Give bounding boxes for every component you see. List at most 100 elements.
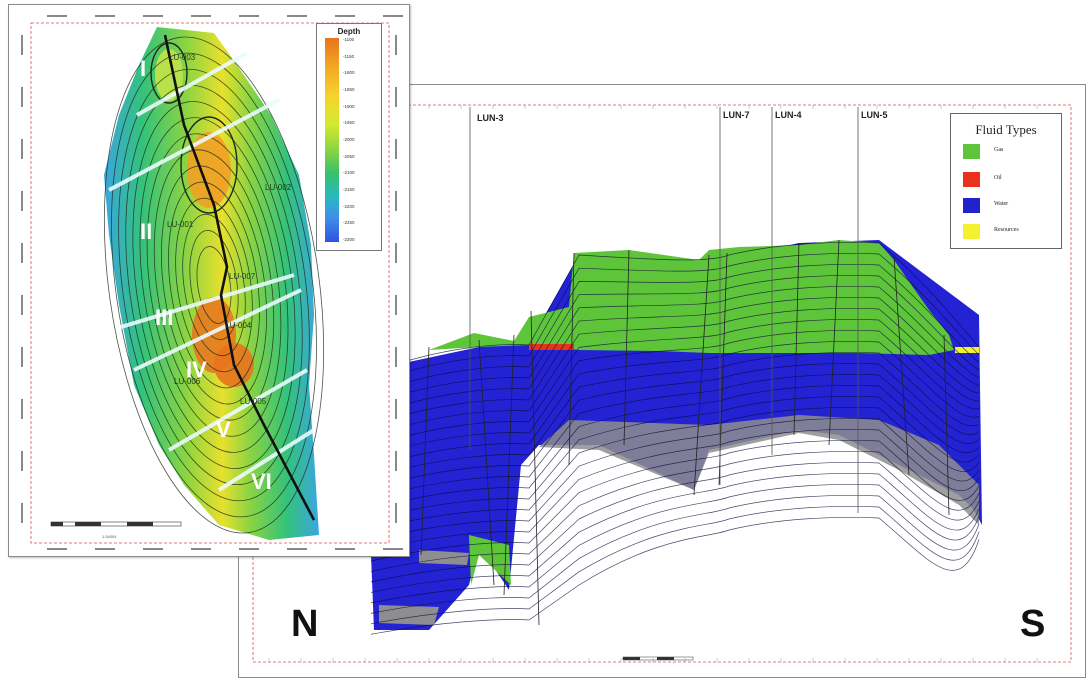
map-axis-tick: [383, 548, 403, 550]
depth-contour: [189, 230, 239, 340]
depth-contour: [196, 246, 232, 324]
horizon-line: [370, 483, 980, 604]
horizon-line: [370, 329, 980, 457]
horizon-line: [370, 296, 980, 426]
cross-section-svg: LUN-3 LUN-7 LUN-4 LUN-5: [252, 104, 1072, 663]
horizon-line: [370, 307, 980, 437]
horizon-line: [370, 494, 980, 614]
map-axis-tick: [335, 15, 355, 17]
north-label: N: [291, 603, 319, 645]
well-label-lun3: LUN-3: [477, 113, 504, 123]
depth-tick-label: -1850: [343, 87, 355, 92]
fault-line: [420, 346, 430, 556]
zone-label-3: III: [155, 305, 174, 330]
map-axis-tick: [21, 347, 23, 367]
map-axis-tick: [395, 503, 397, 523]
depth-tick-label: -1800: [343, 70, 355, 76]
fault-boundary-2: [108, 98, 280, 192]
map-well-lu004: LU-004: [225, 321, 252, 330]
map-axis-tick: [47, 548, 67, 550]
fault-line: [693, 254, 710, 496]
horizon-line: [370, 373, 980, 499]
map-well-lu002: LU-002: [265, 183, 292, 192]
gas-patch-lower: [469, 535, 511, 585]
fault-line: [503, 334, 515, 596]
fault-boundary-1: [136, 51, 248, 117]
map-axis-tick: [287, 15, 307, 17]
field-outline: [104, 27, 319, 540]
well-label-lun5: LUN-5: [861, 110, 888, 120]
depth-tick-label: -2000: [343, 137, 355, 142]
legend-swatch-gas: [963, 144, 980, 159]
structure-map-panel: 1:34004 I II III IV V VI LU-003 LU-002 L…: [8, 4, 410, 557]
map-axis-tick: [395, 191, 397, 211]
horizon-line: [370, 461, 980, 583]
map-axis-tick: [21, 243, 23, 263]
structure-map-svg: 1:34004: [21, 15, 403, 550]
section-body: [369, 239, 982, 635]
map-axis-tick: [21, 35, 23, 55]
legend-swatch-oil: [963, 172, 980, 187]
depth-contour: [153, 149, 275, 421]
map-axis-tick: [21, 451, 23, 471]
fluid-types-legend: Fluid Types Gas Oil Water Resources: [950, 113, 1062, 249]
fault-line: [623, 249, 630, 446]
map-axis-tick: [191, 548, 211, 550]
map-frame: [30, 22, 390, 544]
horizon-line: [370, 395, 980, 520]
depth-tick-label: -2200: [343, 203, 355, 209]
map-axis-tick: [21, 295, 23, 315]
horizon-line: [370, 274, 980, 405]
zone-label-1: I: [140, 56, 147, 81]
horizon-line: [370, 351, 980, 478]
map-well-lu006: LU-006: [174, 377, 201, 386]
map-top-ticks: [47, 15, 403, 17]
zone-label-4: IV: [186, 357, 207, 382]
depth-contour: [168, 181, 260, 389]
horizon-line: [370, 450, 980, 572]
map-axis-tick: [95, 548, 115, 550]
section-scale-bar: [622, 656, 694, 661]
resources-zone: [955, 347, 979, 353]
zone-label-5: V: [216, 417, 231, 442]
horizon-line: [370, 252, 980, 384]
horizon-line: [370, 406, 980, 531]
depth-legend: Depth -1100 -1150 -1800 -1850 -1900 -1950 -200…: [316, 23, 382, 251]
horizon-line: [370, 516, 980, 635]
map-bottom-ticks: [47, 548, 403, 550]
well-label-lun4: LUN-4: [775, 110, 802, 120]
map-scale-bar: [50, 521, 182, 527]
horizon-line: [370, 472, 980, 593]
map-axis-tick: [395, 35, 397, 55]
south-label: S: [1020, 603, 1046, 645]
horizon-line: [370, 340, 980, 468]
depth-tick-label: -2100: [343, 170, 355, 176]
fault-lines: [420, 239, 950, 626]
horizon-line: [370, 428, 980, 551]
shale-patch-lower: [419, 550, 469, 565]
map-axis-tick: [21, 87, 23, 107]
depth-contour: [180, 116, 238, 214]
depth-contour: [182, 213, 246, 357]
depth-contour: [139, 117, 289, 453]
fault-boundary-4: [133, 288, 302, 372]
legend-title: Fluid Types: [975, 122, 1037, 137]
horizon-line: [370, 505, 980, 625]
fault-line: [893, 256, 910, 476]
legend-swatch-water: [963, 198, 980, 213]
horizon-line: [370, 263, 980, 395]
map-axis-tick: [21, 139, 23, 159]
fault-boundary-3: [120, 273, 295, 329]
map-axis-tick: [287, 548, 307, 550]
map-axis-tick: [395, 243, 397, 263]
fault-line: [943, 334, 950, 516]
map-axis-tick: [335, 548, 355, 550]
horizon-lines: [370, 241, 980, 635]
map-axis-tick: [143, 15, 163, 17]
structural-high-north: [187, 132, 231, 208]
horizon-line: [370, 362, 980, 489]
horizon-line: [370, 384, 980, 510]
depth-contour: [111, 52, 317, 518]
depth-tick-label: -1900: [343, 103, 355, 109]
horizon-line: [370, 318, 980, 447]
